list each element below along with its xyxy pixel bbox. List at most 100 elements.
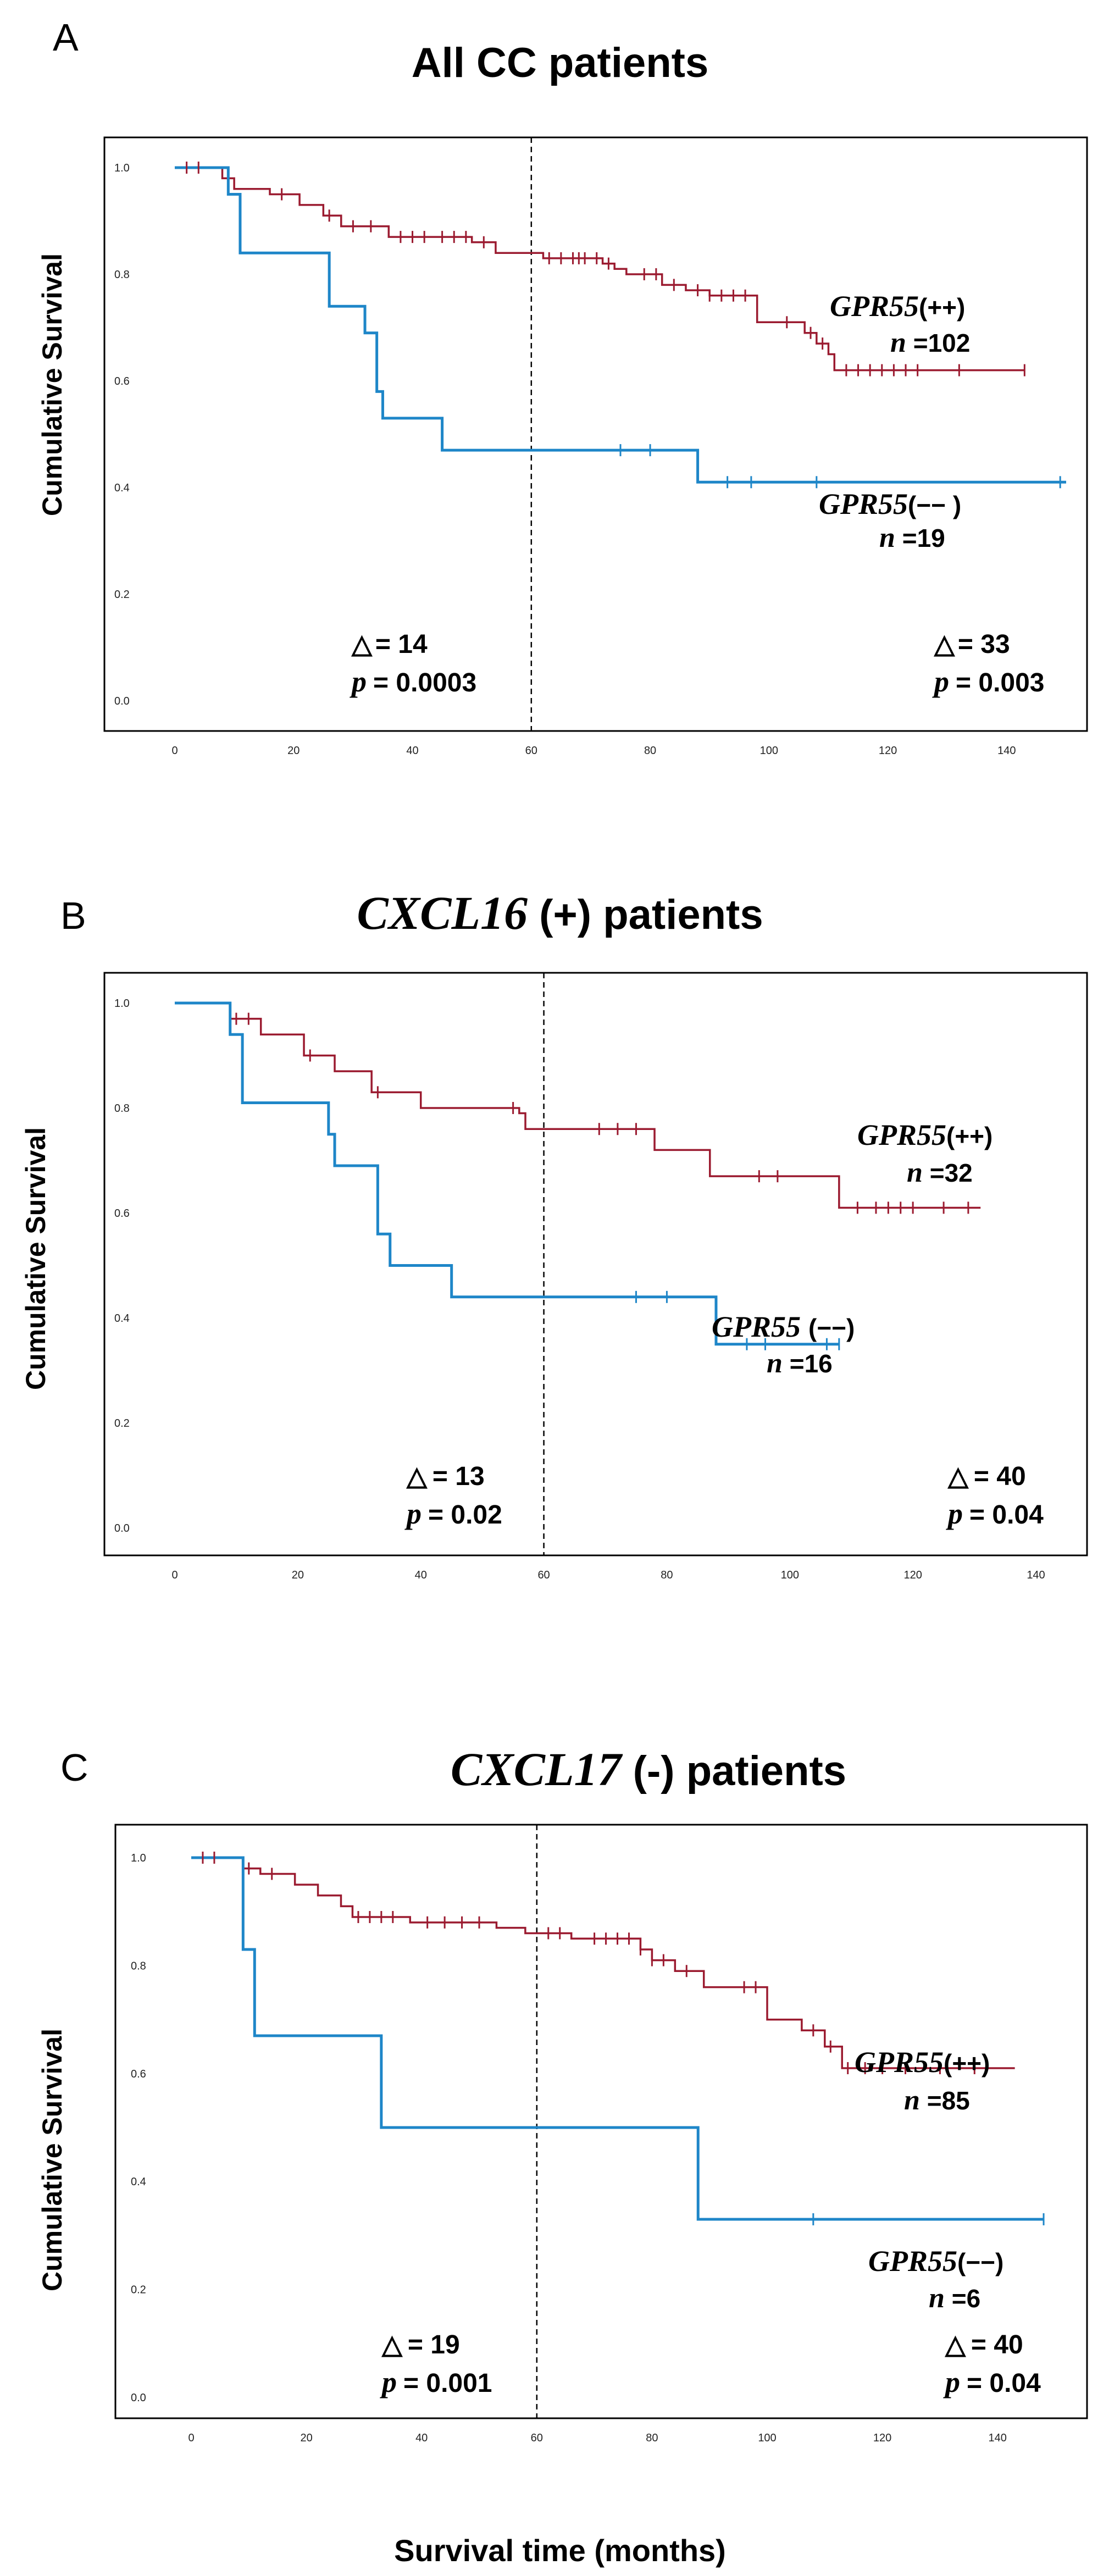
panel-c-x-tick-label: 0 <box>188 2432 194 2444</box>
panel-c-x-tick-label: 100 <box>758 2432 776 2444</box>
panel-c-left-p-symbol: p <box>380 2366 397 2398</box>
svg-text:GPR55(−−): GPR55(−−) <box>868 2245 1003 2278</box>
panel-a: A All CC patients Cumulative Survival 0.… <box>37 16 1088 757</box>
panel-a-high-gene: GPR55 <box>830 290 919 323</box>
panel-a-y-axis-label: Cumulative Survival <box>37 253 68 516</box>
panel-b-right-p: = 0.04 <box>969 1500 1044 1530</box>
panel-letter-b: B <box>60 894 86 937</box>
panel-b-y-tick-label: 0.4 <box>114 1312 130 1325</box>
panel-a-y-tick-label: 0.0 <box>114 695 130 707</box>
panel-c-low-legend: GPR55(−−) n =6 <box>868 2245 1003 2314</box>
panel-a-y-tick-label: 0.6 <box>114 375 130 387</box>
panel-c-high-group: (++) <box>944 2049 990 2078</box>
svg-text:GPR55(++): GPR55(++) <box>855 2046 990 2079</box>
panel-b-left-delta-symbol: △ <box>406 1462 428 1491</box>
panel-a-y-tick-label: 1.0 <box>114 162 130 174</box>
panel-a-gpr55-high-curve <box>175 167 1025 372</box>
panel-c-low-group: (−−) <box>957 2248 1003 2276</box>
panel-c-x-tick-label: 140 <box>989 2432 1007 2444</box>
svg-text:p= 0.001: p = 0.001 <box>380 2366 492 2398</box>
panel-a-left-stats: △ = 14 p = 0.0003 <box>350 630 476 698</box>
panel-letter-a: A <box>53 16 79 59</box>
panel-b-y-axis-label: Cumulative Survival <box>20 1127 51 1390</box>
panel-a-high-group: (++) <box>919 293 965 322</box>
panel-c-x-tick-label: 60 <box>531 2432 543 2444</box>
panel-b-high-gene: GPR55 <box>857 1118 946 1151</box>
svg-text:n =19: n =19 <box>879 522 945 553</box>
panel-c-high-n-label: n <box>904 2085 920 2116</box>
panel-b-x-tick-label: 80 <box>661 1569 673 1581</box>
panel-c-y-ticks: 0.0 0.2 0.4 0.6 0.8 1.0 <box>131 1852 146 2404</box>
panel-c-right-p-symbol: p <box>943 2366 960 2398</box>
panel-c-low-gene: GPR55 <box>868 2245 957 2278</box>
panel-c-right-delta: = 40 <box>971 2330 1023 2359</box>
panel-c-x-tick-label: 40 <box>415 2432 428 2444</box>
panel-b-right-p-symbol: p <box>946 1497 963 1530</box>
panel-a-gpr55-high-censor-marks <box>186 162 1025 376</box>
panel-b-right-stats: △ = 40 p = 0.04 <box>946 1462 1044 1530</box>
panel-c-right-delta-symbol: △ <box>944 2330 966 2359</box>
panel-b-y-tick-label: 0.2 <box>114 1417 130 1430</box>
panel-a-gpr55-low-curve <box>175 166 1066 484</box>
svg-text:GPR55(++): GPR55(++) <box>830 290 965 323</box>
panel-b-high-n-label: n <box>907 1157 923 1188</box>
panel-a-x-tick-label: 140 <box>997 745 1016 757</box>
panel-c-gpr55-low-curve <box>191 1856 1044 2221</box>
svg-text:GPR55(++): GPR55(++) <box>857 1118 993 1151</box>
panel-a-low-group: (−− ) <box>908 491 961 519</box>
svg-text:p= 0.04: p = 0.04 <box>946 1497 1044 1530</box>
panel-b-x-tick-label: 140 <box>1027 1569 1045 1581</box>
panel-a-x-ticks: 0 20 40 60 80 100 120 140 <box>171 745 1016 757</box>
panel-b-title-gene: CXCL16 <box>357 887 528 939</box>
panel-a-left-delta: = 14 <box>375 630 428 659</box>
panel-c-x-tick-label: 20 <box>300 2432 312 2444</box>
panel-a-high-n-value: =102 <box>906 329 970 357</box>
panel-c-high-legend: GPR55(++) n =85 <box>855 2046 990 2116</box>
panel-c-y-tick-label: 1.0 <box>131 1852 146 1864</box>
panel-b-plot-frame <box>103 972 1088 1556</box>
panel-b-x-tick-label: 20 <box>292 1569 304 1581</box>
panel-c-low-n-label: n <box>929 2283 945 2314</box>
panel-a-x-tick-label: 100 <box>760 745 778 757</box>
svg-text:n =102: n =102 <box>890 327 970 358</box>
svg-text:CXCL16 (+) patients: CXCL16 (+) patients <box>357 887 763 939</box>
panel-c-x-tick-label: 120 <box>873 2432 891 2444</box>
panel-c-left-delta: = 19 <box>408 2330 460 2359</box>
panel-a-x-tick-label: 20 <box>287 745 300 757</box>
panel-b-y-tick-label: 1.0 <box>114 998 130 1010</box>
panel-a-right-stats: △ = 33 p = 0.003 <box>932 630 1044 698</box>
svg-text:GPR55(−− ): GPR55(−− ) <box>819 487 961 520</box>
panel-a-left-delta-symbol: △ <box>351 630 373 659</box>
svg-text:CXCL17 (-) patients: CXCL17 (-) patients <box>451 1743 846 1796</box>
svg-text:p= 0.003: p = 0.003 <box>932 665 1044 698</box>
panel-b-x-tick-label: 0 <box>171 1569 178 1581</box>
panel-b-left-delta: = 13 <box>433 1462 485 1491</box>
panel-a-y-tick-label: 0.8 <box>114 269 130 281</box>
panel-b-high-n-value: =32 <box>923 1159 973 1187</box>
panel-b-high-legend: GPR55(++) n =32 <box>857 1118 993 1188</box>
panel-b-right-delta-symbol: △ <box>947 1462 969 1491</box>
svg-text:△= 19: △ = 19 <box>381 2330 460 2359</box>
panel-c: C CXCL17 (-) patients Cumulative Surviva… <box>37 1743 1088 2444</box>
svg-text:GPR55(−−): GPR55(−−) <box>712 1310 855 1343</box>
panel-b: B CXCL16 (+) patients Cumulative Surviva… <box>20 887 1088 1581</box>
panel-a-x-tick-label: 40 <box>406 745 418 757</box>
svg-text:n =32: n =32 <box>907 1157 973 1188</box>
panel-c-y-tick-label: 0.4 <box>131 2176 146 2188</box>
panel-c-low-n-value: =6 <box>945 2284 980 2313</box>
panel-c-y-tick-label: 0.8 <box>131 1960 146 1972</box>
svg-text:△= 40: △ = 40 <box>947 1462 1026 1491</box>
panel-letter-c: C <box>60 1746 88 1789</box>
svg-text:△= 14: △ = 14 <box>351 630 428 659</box>
panel-c-gpr55-high-censor-marks <box>202 1852 975 2074</box>
panel-c-x-ticks: 0 20 40 60 80 100 120 140 <box>188 2432 1006 2444</box>
panel-c-gpr55-low-censor-marks <box>812 2213 1045 2225</box>
panel-c-high-n-value: =85 <box>920 2086 970 2115</box>
panel-a-plot-frame <box>103 136 1088 732</box>
panel-b-high-group: (++) <box>946 1122 993 1150</box>
panel-c-x-tick-label: 80 <box>646 2432 658 2444</box>
svg-text:n =85: n =85 <box>904 2085 970 2116</box>
panel-a-high-legend: GPR55(++) n =102 <box>830 290 970 358</box>
panel-b-y-ticks: 0.0 0.2 0.4 0.6 0.8 1.0 <box>114 998 130 1534</box>
